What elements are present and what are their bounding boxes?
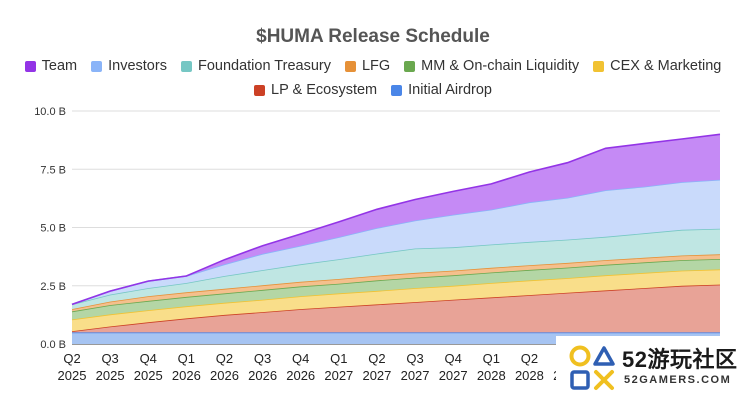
x-tick-label: Q2: [368, 351, 385, 366]
x-tick-label: Q1: [483, 351, 500, 366]
x-tick-label: 2025: [58, 368, 87, 383]
x-tick-label: 2027: [439, 368, 468, 383]
area-foundation-treasury: [72, 228, 720, 310]
legend-swatch: [593, 60, 605, 72]
x-tick-label: 2028: [477, 368, 506, 383]
x-tick-label: Q2: [63, 351, 80, 366]
legend-label: LFG: [361, 58, 391, 74]
legend-item: LFG: [344, 58, 391, 74]
area-team: [72, 134, 720, 305]
x-tick-label: 2026: [210, 368, 239, 383]
x-tick-label: 2026: [172, 368, 201, 383]
x-tick-label: 2027: [362, 368, 391, 383]
gamepad-buttons-logo-icon: [569, 345, 615, 390]
x-tick-label: Q3: [406, 351, 423, 366]
y-tick-label: 0.0 B: [40, 339, 66, 351]
area-lfg: [72, 254, 720, 312]
chart-title: $HUMA Release Schedule: [256, 26, 490, 47]
legend-item: MM & On-chain Liquidity: [404, 58, 579, 74]
legend-item: Initial Airdrop: [391, 82, 492, 98]
legend-swatch: [404, 60, 416, 72]
legend-swatch: [391, 84, 403, 96]
legend-item: Team: [24, 58, 78, 74]
y-tick-label: 10.0 B: [34, 106, 66, 118]
watermark-title: 52游玩社区: [622, 347, 738, 372]
x-tick-label: Q1: [330, 351, 347, 366]
series-line-team: [71, 133, 721, 306]
legend-swatch: [91, 60, 103, 72]
legend-swatch: [344, 60, 356, 72]
legend-swatch: [24, 60, 36, 72]
x-tick-label: Q3: [254, 351, 271, 366]
area-cex-marketing: [72, 269, 720, 332]
x-tick-label: 2026: [286, 368, 315, 383]
legend-swatch: [180, 60, 192, 72]
x-tick-label: 2027: [401, 368, 430, 383]
legend-item: LP & Ecosystem: [254, 82, 377, 98]
legend-label: Initial Airdrop: [408, 82, 492, 98]
watermark-domain: 52GAMERS.COM: [624, 374, 732, 386]
x-tick-label: 2028: [515, 368, 544, 383]
legend-label: CEX & Marketing: [610, 58, 722, 74]
y-tick-label: 7.5 B: [40, 164, 66, 176]
legend-label: Foundation Treasury: [197, 58, 331, 74]
legend-item: Foundation Treasury: [180, 58, 331, 74]
area-investors: [72, 179, 720, 305]
legend-label: MM & On-chain Liquidity: [421, 58, 580, 74]
x-tick-label: 2026: [248, 368, 277, 383]
area-lp-ecosystem: [72, 284, 720, 333]
legend-item: CEX & Marketing: [593, 58, 721, 74]
legend-label: Team: [41, 58, 78, 74]
x-tick-label: Q3: [101, 351, 118, 366]
x-tick-label: Q2: [216, 351, 233, 366]
x-tick-label: 2025: [134, 368, 163, 383]
y-tick-label: 5.0 B: [40, 223, 66, 235]
x-tick-label: Q2: [521, 351, 538, 366]
legend-label: LP & Ecosystem: [271, 82, 378, 98]
chart-legend: Team Investors Foundation Treasury LFG MM & …: [16, 58, 730, 98]
x-tick-label: Q4: [292, 351, 309, 366]
y-tick-label: 2.5 B: [40, 281, 66, 293]
area-mm-on-chain-liquidity: [72, 259, 720, 320]
legend-swatch: [254, 84, 266, 96]
x-tick-label: Q1: [178, 351, 195, 366]
watermark: 52游玩社区 52GAMERS.COM: [556, 336, 746, 402]
x-tick-label: 2025: [96, 368, 125, 383]
legend-item: Investors: [91, 58, 167, 74]
x-tick-label: 2027: [324, 368, 353, 383]
x-tick-label: Q4: [140, 351, 157, 366]
legend-label: Investors: [108, 58, 167, 74]
x-tick-label: Q4: [445, 351, 462, 366]
